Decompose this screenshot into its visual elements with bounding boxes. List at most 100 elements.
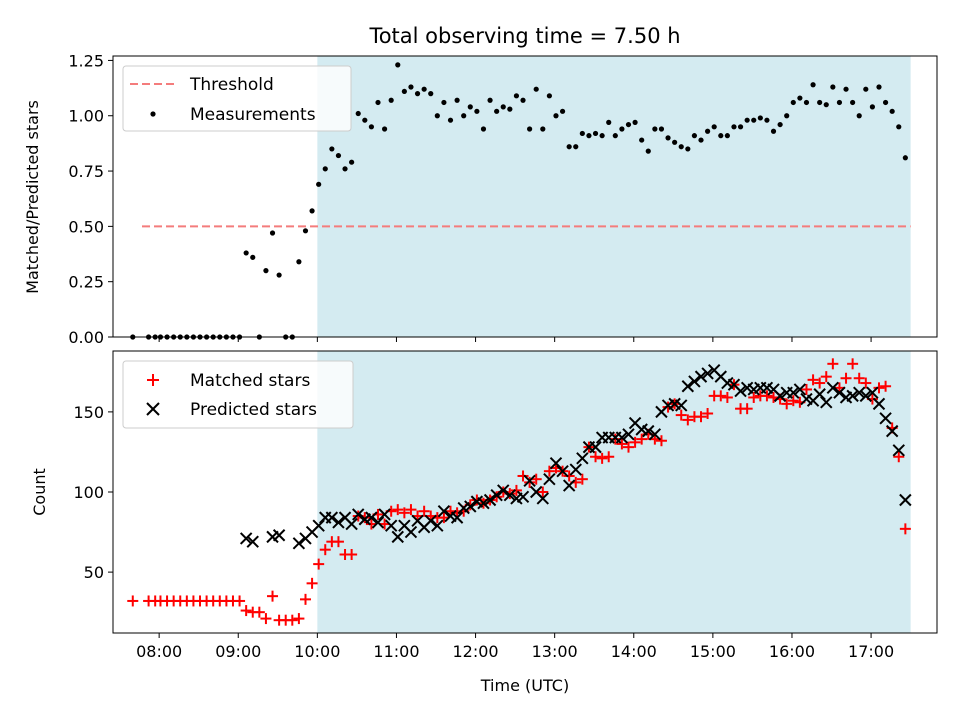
matched-star-point: [392, 504, 404, 516]
matched-star-point: [853, 372, 865, 384]
matched-star-point: [398, 507, 410, 519]
ratio-panel-frame: [112, 55, 938, 338]
measurement-point: [757, 115, 763, 121]
legend-label-measurements: Measurements: [190, 105, 316, 125]
x-tick-label: 15:00: [690, 642, 736, 661]
matched-star-point: [405, 504, 417, 516]
x-tick-label: 10:00: [294, 642, 340, 661]
predicted-star-point: [437, 505, 451, 518]
matched-star-point: [596, 452, 608, 464]
x-axis-label: Time (UTC): [480, 676, 569, 695]
matched-star-point: [827, 358, 839, 370]
y-tick-label: 150: [73, 403, 104, 422]
measurement-point: [863, 86, 869, 92]
measurement-point: [685, 146, 691, 152]
predicted-star-point: [846, 389, 859, 403]
matched-star-point: [860, 377, 872, 389]
predicted-star-point: [272, 529, 286, 542]
measurement-point: [316, 181, 322, 187]
matched-star-point: [260, 613, 272, 625]
predicted-star-point: [622, 428, 635, 441]
measurement-point: [724, 133, 730, 139]
predicted-star-point: [833, 386, 846, 399]
predicted-star-point: [576, 452, 589, 465]
count-points: [127, 358, 912, 626]
y-tick-label: 0.75: [68, 162, 104, 181]
measurement-point: [711, 124, 717, 130]
measurement-point: [731, 124, 737, 130]
measurement-point: [296, 259, 302, 265]
y-tick-label: 1.25: [68, 51, 104, 70]
predicted-star-point: [312, 519, 325, 532]
matched-star-point: [234, 595, 246, 607]
measurement-point: [817, 99, 823, 106]
measurement-point: [777, 121, 783, 128]
measurement-point: [770, 128, 777, 134]
x-tick-label: 09:00: [215, 642, 261, 661]
measurement-point: [263, 268, 269, 274]
matched-star-point: [293, 613, 305, 625]
predicted-star-point: [431, 519, 444, 532]
measurement-point: [830, 84, 836, 90]
measurement-point: [823, 102, 829, 108]
measurement-point: [461, 113, 467, 119]
ratio-legend: Threshold Measurements: [122, 65, 352, 132]
matched-star-point: [267, 590, 279, 602]
measurement-point: [513, 93, 520, 99]
matched-star-point: [847, 358, 859, 370]
matched-star-point: [299, 593, 311, 605]
x-tick-label: 08:00: [136, 642, 182, 661]
chart-title: Total observing time = 7.50 h: [368, 24, 680, 48]
predicted-star-point: [556, 464, 569, 478]
ratio-x-ticks: [158, 337, 872, 342]
count-y-ticks: 50 100 150: [73, 403, 113, 582]
matched-star-point: [622, 441, 634, 453]
matched-star-point: [346, 548, 358, 560]
measurement-point: [876, 84, 882, 90]
predicted-star-point: [345, 517, 358, 531]
measurement-point: [388, 97, 394, 103]
measurement-point: [467, 104, 473, 110]
measurement-point: [896, 124, 902, 130]
measurement-point: [599, 133, 605, 139]
matched-star-point: [590, 451, 602, 463]
measurement-point: [342, 166, 348, 172]
measurements-legend-swatch: [150, 111, 156, 117]
measurement-point: [243, 250, 249, 256]
measurement-point: [645, 148, 651, 154]
predicted-star-point: [813, 388, 826, 401]
matched-star-point: [603, 451, 615, 463]
measurement-point: [540, 126, 546, 132]
count-legend: Matched stars Predicted stars: [122, 360, 354, 429]
matched-star-point: [787, 395, 799, 407]
measurement-point: [553, 113, 559, 119]
measurement-point: [691, 133, 698, 139]
measurement-point: [751, 117, 757, 123]
measurement-point: [704, 128, 711, 134]
measurement-point: [592, 130, 599, 137]
predicted-star-point: [642, 424, 655, 438]
predicted-star-point: [523, 474, 536, 487]
measurement-point: [494, 108, 500, 114]
measurement-point: [454, 97, 460, 103]
measurement-point: [737, 124, 744, 130]
measurement-point: [672, 139, 678, 145]
predicted-star-point: [332, 516, 345, 529]
measurement-point: [856, 113, 862, 119]
predicted-star-point: [734, 384, 747, 398]
predicted-star-point: [787, 386, 800, 399]
measurement-point: [902, 155, 908, 161]
measurement-point: [843, 86, 849, 92]
measurement-point: [665, 135, 671, 141]
matched-star-point: [741, 403, 753, 415]
measurement-point: [889, 108, 895, 114]
matched-star-point: [510, 484, 522, 496]
measurement-point: [882, 99, 889, 106]
predicted-star-point: [325, 511, 339, 524]
matched-legend-swatch: [147, 374, 159, 386]
measurement-point: [395, 62, 401, 68]
predicted-star-point: [899, 493, 912, 507]
count-x-ticks: 08:00 09:00 10:00 11:00 12:00 13:00 14:00 15:00…: [136, 633, 894, 661]
measurement-point: [797, 95, 803, 101]
measurement-point: [302, 228, 309, 234]
